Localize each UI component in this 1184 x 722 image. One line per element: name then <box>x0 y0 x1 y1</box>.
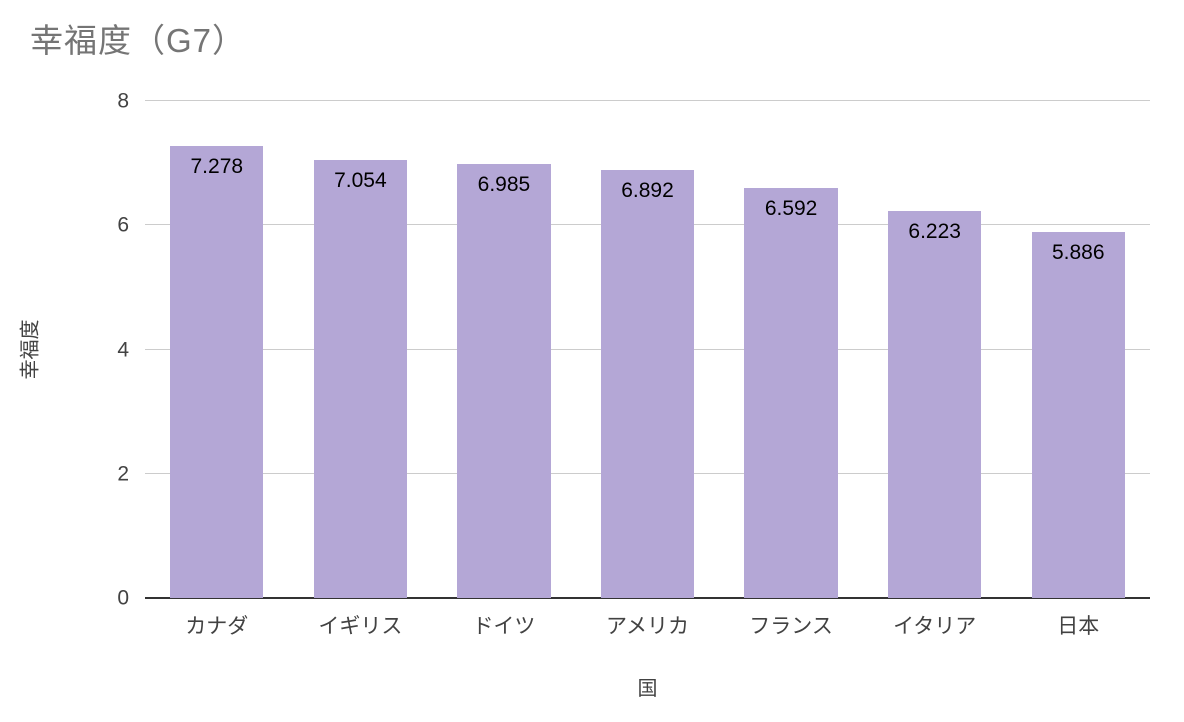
x-axis-line <box>145 597 1150 599</box>
bar-slot: 6.892 <box>576 101 720 598</box>
bar-slot: 6.985 <box>432 101 576 598</box>
bar-カナダ: 7.278 <box>170 145 264 598</box>
bar-slot: 6.592 <box>719 101 863 598</box>
bar-value-label: 7.054 <box>334 168 387 192</box>
bar-slot: 7.054 <box>289 101 433 598</box>
x-tick-label: カナダ <box>185 615 249 638</box>
chart-title: 幸福度（G7） <box>30 22 247 59</box>
bar-value-label: 6.592 <box>764 197 818 221</box>
bar-日本: 5.886 <box>1031 232 1125 598</box>
bar-value-label: 6.223 <box>908 220 961 244</box>
bar-value-label: 6.985 <box>477 173 531 197</box>
y-tick-label: 4 <box>117 338 129 361</box>
bar-slot: 6.223 <box>863 101 1007 598</box>
x-tick-label: アメリカ <box>606 615 689 638</box>
bar-value-label: 5.886 <box>1051 241 1105 265</box>
y-tick-label: 6 <box>117 213 129 237</box>
y-tick-label: 0 <box>117 586 129 610</box>
y-tick-label: 8 <box>117 89 129 113</box>
y-tick-label: 2 <box>117 462 129 486</box>
gridline <box>145 100 1150 101</box>
x-axis-title: 国 <box>637 678 658 700</box>
bar-イギリス: 7.054 <box>313 159 408 598</box>
bar-slot: 5.886 <box>1006 101 1150 598</box>
y-axis-title: 幸福度 <box>19 319 42 380</box>
x-tick-label: フランス <box>749 615 833 638</box>
x-tick-label: 日本 <box>1057 615 1100 638</box>
bar-フランス: 6.592 <box>744 188 838 598</box>
bar-slot: 7.278 <box>145 101 289 598</box>
y-axis-title-container: 幸福度 <box>10 101 46 598</box>
bar-イタリア: 6.223 <box>888 211 982 598</box>
x-tick-label: イギリス <box>318 615 403 638</box>
x-tick-label: ドイツ <box>472 615 536 638</box>
x-tick-label: イタリア <box>893 615 977 638</box>
bar-value-label: 6.892 <box>621 178 674 202</box>
x-axis-tick-labels: カナダ イギリス ドイツ アメリカ フランス イタリア 日本 <box>145 610 1150 640</box>
bar-value-label: 7.278 <box>190 154 244 178</box>
bar-アメリカ: 6.892 <box>600 169 695 598</box>
bar-ドイツ: 6.985 <box>457 164 551 598</box>
plot-area: 0 2 4 6 8 7.278 7.054 6.985 6.892 6.592 6.223 5.886 <box>117 91 1150 609</box>
bars-container: 7.278 7.054 6.985 6.892 6.592 6.223 5.886 <box>145 101 1150 598</box>
